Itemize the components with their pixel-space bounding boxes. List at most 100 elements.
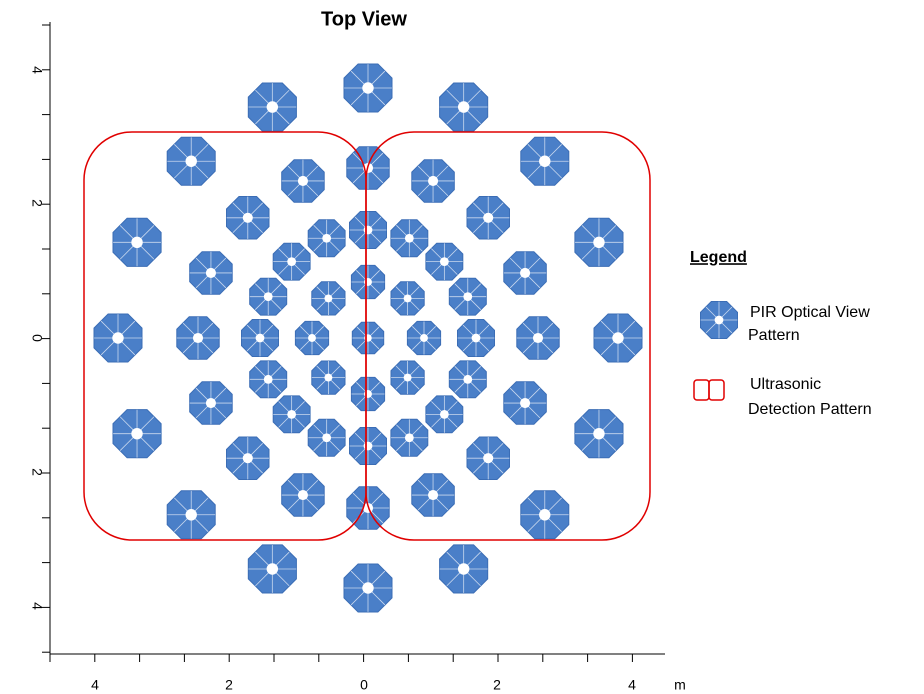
- pir-zone: [166, 136, 216, 186]
- pir-zone: [343, 563, 393, 613]
- zone-center: [205, 267, 217, 279]
- pir-zone: [390, 219, 429, 258]
- pir-zone: [249, 277, 288, 316]
- pir-zone: [272, 395, 311, 434]
- pir-zone: [593, 313, 643, 363]
- zone-center: [519, 397, 531, 409]
- pir-zone: [457, 319, 495, 357]
- legend-title: Legend: [690, 249, 747, 266]
- zone-center: [131, 236, 143, 249]
- pir-zone: [249, 360, 288, 399]
- y-tick-label: 4: [29, 66, 45, 74]
- zone-center: [539, 509, 551, 521]
- pir-zone: [425, 395, 464, 434]
- zone-center: [242, 453, 253, 464]
- pir-zone: [311, 360, 346, 395]
- zone-center: [362, 582, 374, 594]
- zone-center: [266, 563, 279, 575]
- zone-center: [427, 175, 439, 187]
- y-tick-label: 2: [29, 468, 45, 476]
- pir-zone: [112, 217, 162, 267]
- pir-zone: [390, 281, 425, 316]
- zone-center: [185, 509, 197, 521]
- pir-zone: [247, 544, 297, 594]
- zone-center: [308, 334, 316, 342]
- pir-zone: [189, 381, 233, 425]
- y-tick-label: 4: [29, 602, 45, 610]
- zone-center: [297, 489, 309, 501]
- zone-center: [457, 563, 470, 575]
- pir-zone: [307, 418, 346, 457]
- zone-center: [362, 82, 374, 94]
- pir-zone: [294, 320, 330, 356]
- legend-icon-right: [708, 379, 725, 401]
- x-tick-label: 2: [493, 677, 501, 693]
- pir-zone: [112, 409, 162, 459]
- pir-zone: [176, 316, 220, 360]
- zone-center: [403, 294, 412, 303]
- ultrasonic-pattern: [83, 131, 651, 541]
- pir-zone: [448, 360, 487, 399]
- zone-center: [539, 155, 551, 167]
- zone-center: [287, 257, 297, 267]
- zone-center: [420, 334, 428, 342]
- zone-center: [593, 427, 605, 440]
- zone-center: [519, 267, 531, 279]
- pir-zone: [351, 321, 385, 355]
- pir-zone: [411, 159, 455, 203]
- zone-center: [404, 233, 414, 243]
- axes: [49, 22, 665, 655]
- x-unit: m: [674, 677, 686, 693]
- zone-center: [266, 101, 279, 113]
- zone-center: [263, 374, 273, 384]
- pir-zone: [350, 264, 386, 300]
- pir-zone: [93, 313, 143, 363]
- zone-center: [363, 441, 373, 451]
- zone-center: [363, 225, 373, 235]
- ultrasonic-right: [365, 131, 651, 541]
- pir-zone: [466, 196, 510, 240]
- pir-zone: [189, 251, 233, 295]
- zone-center: [457, 101, 470, 113]
- zone-center: [439, 409, 449, 419]
- x-tick-label: 4: [91, 677, 99, 693]
- pir-zone: [503, 381, 547, 425]
- zone-center: [192, 332, 204, 344]
- pir-zone: [226, 436, 270, 480]
- ticks: [42, 24, 633, 662]
- pir-zone: [281, 159, 325, 203]
- legend-label: PIR Optical View: [750, 304, 870, 321]
- pir-zone: [350, 376, 386, 412]
- zone-center: [483, 453, 494, 464]
- pir-zone: [390, 418, 429, 457]
- legend-icon-left: [693, 379, 710, 401]
- pir-zone: [520, 136, 570, 186]
- pir-zone: [466, 436, 510, 480]
- zone-center: [263, 292, 273, 302]
- zone-center: [714, 315, 724, 325]
- pir-zone: [439, 82, 489, 132]
- pir-zone: [307, 219, 346, 258]
- pir-zone: [439, 544, 489, 594]
- pir-zone: [343, 63, 393, 113]
- pir-zone: [574, 217, 624, 267]
- pir-zone: [166, 490, 216, 540]
- y-tick-label: 2: [29, 199, 45, 207]
- zone-center: [131, 427, 143, 440]
- zone-center: [324, 373, 333, 382]
- pir-zone: [425, 242, 464, 281]
- legend-pir-icon: [700, 301, 738, 339]
- zone-center: [205, 397, 217, 409]
- zone-center: [322, 433, 332, 443]
- x-tick-label: 2: [225, 677, 233, 693]
- zone-center: [112, 332, 124, 344]
- pir-zone: [281, 473, 325, 517]
- zone-center: [463, 374, 473, 384]
- zone-center: [242, 212, 253, 223]
- pir-zone: [503, 251, 547, 295]
- pir-zone: [411, 473, 455, 517]
- pir-zone: [448, 277, 487, 316]
- zone-center: [322, 233, 332, 243]
- zone-center: [364, 390, 372, 398]
- pattern-layer: [93, 63, 643, 613]
